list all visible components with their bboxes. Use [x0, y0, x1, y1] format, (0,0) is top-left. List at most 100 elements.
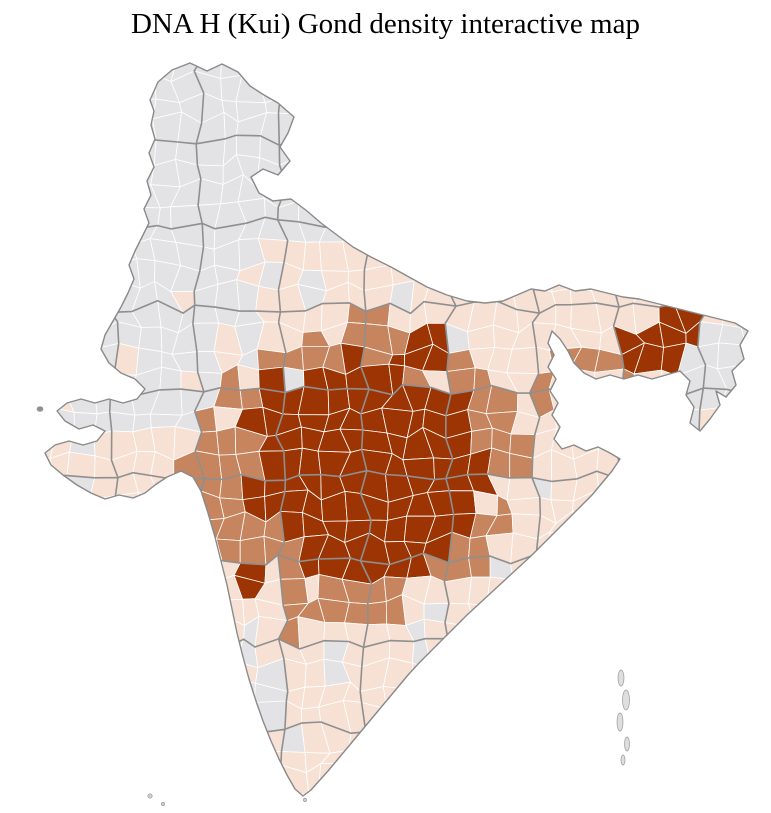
district[interactable] [570, 705, 602, 729]
district[interactable] [53, 323, 78, 350]
district[interactable] [528, 664, 561, 688]
district[interactable] [506, 618, 538, 648]
district[interactable] [52, 788, 71, 813]
district[interactable] [635, 678, 661, 713]
district[interactable] [682, 595, 701, 628]
district[interactable] [109, 745, 139, 774]
district[interactable] [655, 603, 684, 627]
district[interactable] [570, 554, 597, 578]
district[interactable] [92, 722, 114, 747]
district[interactable] [107, 552, 142, 579]
district[interactable] [718, 658, 750, 690]
district[interactable] [73, 411, 98, 437]
district[interactable] [576, 74, 592, 95]
district[interactable] [89, 262, 117, 284]
district[interactable] [590, 769, 625, 789]
district[interactable] [35, 788, 56, 811]
district[interactable] [696, 177, 723, 203]
district[interactable] [46, 133, 75, 159]
district[interactable] [677, 472, 703, 502]
district[interactable] [554, 617, 583, 648]
district[interactable] [569, 265, 597, 292]
district[interactable] [614, 787, 644, 813]
district[interactable] [90, 113, 117, 135]
district[interactable] [740, 59, 769, 79]
district[interactable] [530, 723, 562, 753]
district[interactable] [174, 684, 201, 712]
district[interactable] [129, 723, 163, 752]
district[interactable] [215, 709, 243, 724]
district[interactable] [194, 723, 219, 751]
district[interactable] [696, 621, 727, 648]
district[interactable] [178, 725, 200, 755]
district[interactable] [680, 118, 708, 142]
district[interactable] [621, 385, 639, 416]
district[interactable] [66, 93, 92, 115]
district[interactable] [633, 117, 666, 146]
district[interactable] [487, 765, 516, 789]
district[interactable] [264, 764, 282, 796]
district[interactable] [448, 784, 471, 813]
district[interactable] [304, 793, 327, 810]
district[interactable] [409, 763, 433, 796]
district[interactable] [298, 447, 322, 476]
district[interactable] [25, 679, 56, 704]
district[interactable] [613, 601, 645, 629]
district[interactable] [616, 492, 638, 514]
district[interactable] [737, 514, 770, 542]
district[interactable] [508, 157, 530, 183]
district[interactable] [738, 448, 763, 481]
district[interactable] [699, 575, 722, 597]
district[interactable] [215, 743, 243, 776]
district[interactable] [573, 768, 602, 789]
district[interactable] [93, 371, 115, 393]
district[interactable] [659, 221, 679, 248]
district[interactable] [67, 533, 96, 558]
district[interactable] [551, 262, 576, 293]
district[interactable] [554, 641, 582, 668]
district[interactable] [699, 302, 724, 326]
district[interactable] [152, 723, 181, 755]
district[interactable] [745, 72, 768, 93]
district[interactable] [317, 762, 352, 796]
district[interactable] [639, 787, 655, 809]
district[interactable] [318, 112, 346, 141]
district[interactable] [637, 660, 661, 686]
district[interactable] [527, 238, 558, 264]
district[interactable] [466, 55, 495, 82]
district[interactable] [113, 512, 132, 544]
district[interactable] [215, 660, 237, 682]
district[interactable] [590, 621, 622, 642]
district[interactable] [342, 139, 363, 164]
district[interactable] [321, 95, 350, 120]
district[interactable] [557, 199, 578, 223]
district[interactable] [654, 619, 684, 647]
district[interactable] [151, 786, 184, 813]
district[interactable] [150, 615, 181, 645]
district[interactable] [529, 784, 558, 813]
district[interactable] [616, 221, 642, 251]
district[interactable] [24, 246, 57, 264]
district[interactable] [381, 137, 413, 166]
district[interactable] [319, 69, 350, 102]
district[interactable] [111, 658, 134, 685]
district[interactable] [696, 787, 719, 813]
district[interactable] [302, 241, 322, 272]
district[interactable] [675, 52, 704, 80]
district[interactable] [65, 620, 98, 650]
district[interactable] [445, 242, 477, 267]
district[interactable] [111, 644, 136, 665]
district[interactable] [635, 706, 659, 734]
district[interactable] [720, 723, 748, 752]
district[interactable] [653, 180, 681, 204]
district[interactable] [487, 787, 516, 813]
district[interactable] [97, 644, 114, 667]
district[interactable] [489, 702, 520, 731]
district[interactable] [108, 99, 139, 118]
district[interactable] [695, 702, 725, 724]
district[interactable] [193, 555, 225, 580]
district[interactable] [716, 476, 750, 500]
district[interactable] [593, 678, 621, 713]
district[interactable] [592, 554, 625, 582]
district[interactable] [275, 74, 304, 99]
